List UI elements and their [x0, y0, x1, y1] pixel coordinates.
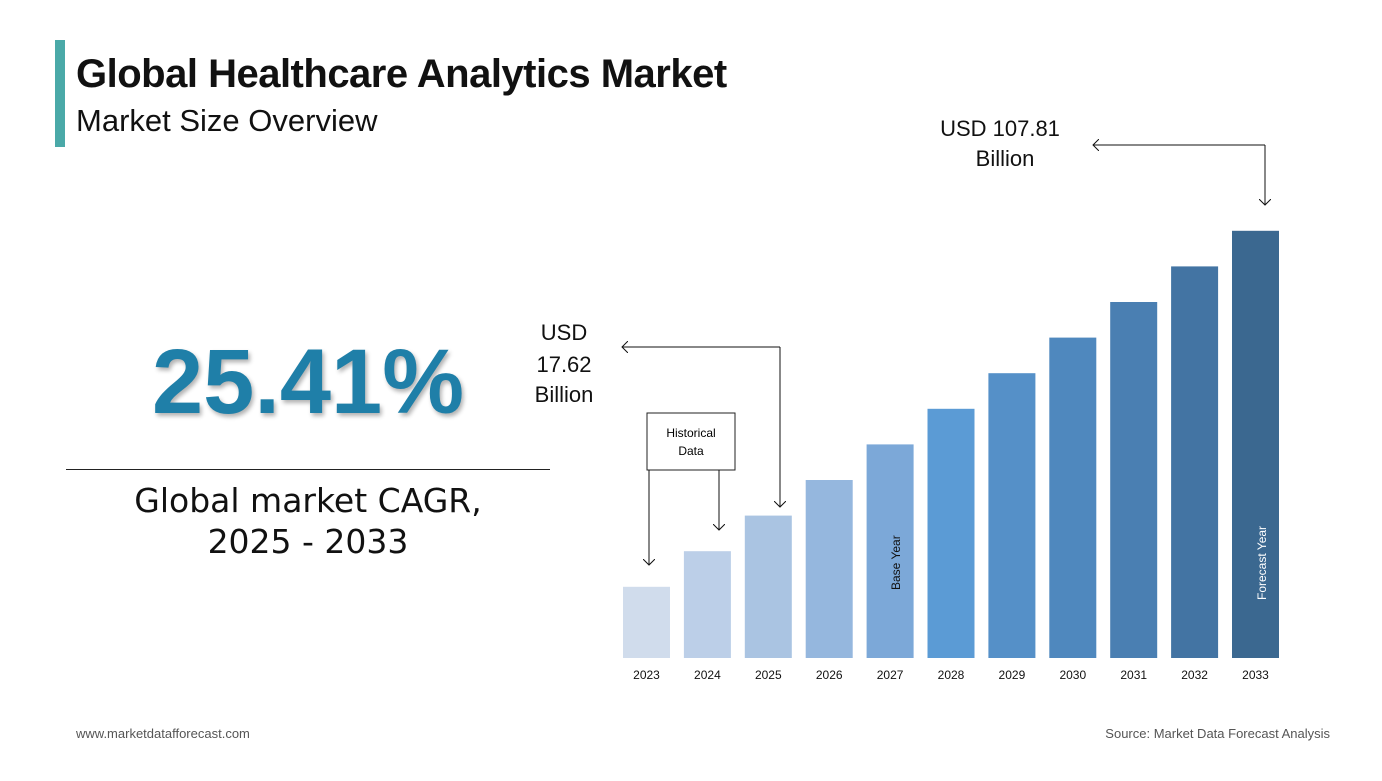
x-tick-label: 2030: [1059, 668, 1086, 682]
x-tick-label: 2028: [938, 668, 965, 682]
historical-label-line2: Data: [678, 444, 704, 458]
x-tick-label: 2027: [877, 668, 904, 682]
bar-2023: [623, 586, 670, 658]
page-subtitle: Market Size Overview: [76, 103, 378, 138]
end-value-label-line1: USD 107.81: [940, 116, 1060, 141]
x-tick-label: 2029: [999, 668, 1026, 682]
bar-2028: [927, 408, 975, 658]
cagr-label: Global market CAGR, 2025 - 2033: [66, 480, 550, 562]
cagr-label-line1: Global market CAGR,: [134, 481, 482, 520]
end-value-label-line2: Billion: [976, 146, 1035, 171]
start-value-label-line2: 17.62: [536, 352, 591, 377]
title-accent-bar: [55, 40, 65, 147]
base-year-label: Base Year: [889, 535, 903, 590]
bar-2033: [1232, 230, 1279, 659]
historical-label-line1: Historical: [666, 426, 715, 440]
bar-2030: [1049, 337, 1097, 658]
start-value-label-line3: Billion: [535, 382, 594, 407]
x-tick-label: 2032: [1181, 668, 1208, 682]
bar-2032: [1171, 266, 1219, 658]
historical-data-box: [646, 412, 736, 471]
website-link[interactable]: www.marketdatafforecast.com: [76, 726, 250, 741]
start-value-label-line1: USD: [541, 320, 587, 345]
bar-2031: [1110, 302, 1158, 658]
bar-2027: [866, 444, 914, 658]
cagr-label-line2: 2025 - 2033: [207, 522, 409, 561]
cagr-value: 25.41%: [151, 331, 465, 433]
x-tick-label: 2031: [1120, 668, 1147, 682]
bar-2026: [805, 480, 853, 658]
bar-2024: [683, 551, 731, 658]
bar-2025: [744, 515, 792, 658]
divider: [66, 469, 550, 470]
x-tick-label: 2025: [755, 668, 782, 682]
page-title: Global Healthcare Analytics Market: [76, 52, 727, 96]
x-tick-label: 2033: [1242, 668, 1269, 682]
x-tick-label: 2023: [633, 668, 660, 682]
x-tick-label: 2024: [694, 668, 721, 682]
forecast-year-label: Forecast Year: [1255, 526, 1269, 600]
bar-2029: [988, 373, 1036, 658]
x-tick-label: 2026: [816, 668, 843, 682]
source-note: Source: Market Data Forecast Analysis: [1105, 726, 1330, 741]
